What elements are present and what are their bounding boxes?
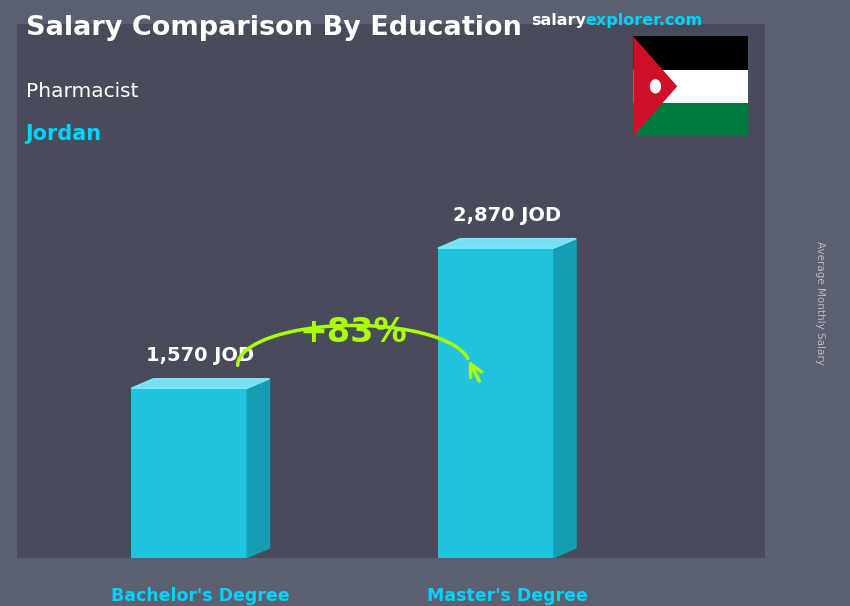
Polygon shape [247,379,269,558]
Bar [633,70,748,103]
Text: explorer.com: explorer.com [586,13,703,28]
Bar [131,388,247,558]
Text: Master's Degree: Master's Degree [427,587,587,605]
Text: 1,570 JOD: 1,570 JOD [146,347,254,365]
Text: Average Monthly Salary: Average Monthly Salary [815,241,825,365]
Circle shape [650,80,660,93]
Text: Jordan: Jordan [26,124,102,144]
Polygon shape [633,36,677,136]
Bar [438,248,553,558]
Text: Salary Comparison By Education: Salary Comparison By Education [26,15,521,41]
Bar [633,36,748,70]
Text: +83%: +83% [300,316,407,349]
Text: Bachelor's Degree: Bachelor's Degree [111,587,290,605]
Polygon shape [553,239,576,558]
Polygon shape [131,379,269,388]
Text: salary: salary [531,13,586,28]
Polygon shape [438,239,576,248]
Text: 2,870 JOD: 2,870 JOD [453,206,561,225]
Text: Pharmacist: Pharmacist [26,82,138,101]
Bar [633,103,748,136]
